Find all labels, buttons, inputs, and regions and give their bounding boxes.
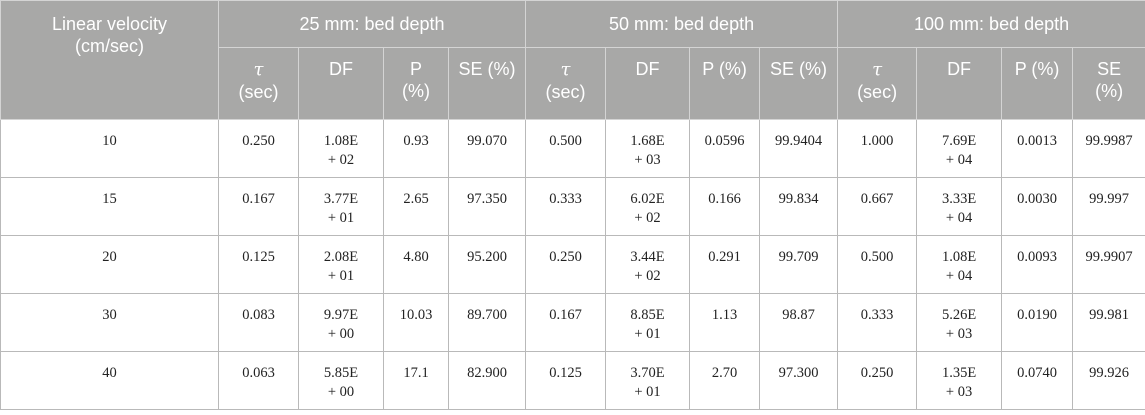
- cell-se-50: 99.709: [759, 235, 839, 294]
- group-header-25mm: 25 mm: bed depth: [217, 0, 527, 48]
- cell-p-50: 0.291: [689, 235, 761, 294]
- cell-linear-velocity: 30: [0, 293, 219, 352]
- cell-df-50: 6.02E + 02: [605, 177, 691, 236]
- cell-df-100: 7.69E + 04: [916, 119, 1003, 178]
- linear-velocity-label: Linear velocity: [51, 14, 168, 34]
- cell-p-100: 0.0013: [1001, 119, 1074, 178]
- linear-velocity-unit: (cm/sec): [75, 36, 144, 56]
- col-p-50: P (%): [689, 47, 761, 120]
- cell-se-100: 99.997: [1072, 177, 1145, 236]
- table-row: 40 0.063 5.85E + 00 17.1 82.900 0.125 3.70E + 01…: [0, 351, 1145, 410]
- cell-p-50: 0.0596: [689, 119, 761, 178]
- cell-df-25: 2.08E + 01: [298, 235, 384, 294]
- cell-tau-100: 0.333: [837, 293, 918, 352]
- cell-p-50: 2.70: [689, 351, 761, 410]
- cell-df-50: 1.68E + 03: [605, 119, 691, 178]
- cell-tau-50: 0.250: [525, 235, 607, 294]
- cell-df-50: 8.85E + 01: [605, 293, 691, 352]
- cell-df-100: 1.08E + 04: [916, 235, 1003, 294]
- table-row: 30 0.083 9.97E + 00 10.03 89.700 0.167 8.85E + 0…: [0, 293, 1145, 352]
- table-body: 10 0.250 1.08E + 02 0.93 99.070 0.500 1.68E + 03…: [0, 119, 1145, 410]
- cell-p-100: 0.0093: [1001, 235, 1074, 294]
- cell-linear-velocity: 20: [0, 235, 219, 294]
- cell-p-100: 0.0740: [1001, 351, 1074, 410]
- col-p-100: P (%): [1001, 47, 1074, 120]
- table-row: 10 0.250 1.08E + 02 0.93 99.070 0.500 1.68E + 03…: [0, 119, 1145, 178]
- header-row-columns: τ (sec) DF P (%) SE (%) τ (sec) DF P (%) SE…: [1, 47, 1145, 120]
- cell-tau-25: 0.167: [218, 177, 299, 236]
- cell-linear-velocity: 15: [0, 177, 219, 236]
- cell-se-25: 95.200: [447, 235, 527, 294]
- group-header-100mm: 100 mm: bed depth: [837, 0, 1145, 48]
- col-se-25: SE (%): [447, 47, 527, 120]
- col-tau-50: τ (sec): [525, 47, 607, 120]
- cell-p-25: 4.80: [383, 235, 449, 294]
- header-row-groups: Linear velocity (cm/sec) 25 mm: bed dept…: [0, 0, 1145, 120]
- col-df-25: DF: [298, 47, 384, 120]
- col-tau-100: τ (sec): [837, 47, 918, 120]
- cell-tau-100: 0.250: [837, 351, 918, 410]
- cell-p-100: 0.0030: [1001, 177, 1074, 236]
- col-p-25: P (%): [383, 47, 449, 120]
- cell-linear-velocity: 10: [0, 119, 219, 178]
- cell-df-25: 1.08E + 02: [298, 119, 384, 178]
- cell-p-25: 17.1: [383, 351, 449, 410]
- cell-se-100: 99.9907: [1072, 235, 1145, 294]
- cell-se-50: 98.87: [759, 293, 839, 352]
- group-header-50mm: 50 mm: bed depth: [525, 0, 839, 48]
- col-df-50: DF: [605, 47, 691, 120]
- cell-tau-25: 0.083: [218, 293, 299, 352]
- cell-se-25: 89.700: [447, 293, 527, 352]
- cell-tau-25: 0.063: [218, 351, 299, 410]
- cell-se-50: 97.300: [759, 351, 839, 410]
- cell-tau-50: 0.167: [525, 293, 607, 352]
- cell-df-25: 3.77E + 01: [298, 177, 384, 236]
- cell-tau-50: 0.333: [525, 177, 607, 236]
- col-tau-25: τ (sec): [218, 47, 299, 120]
- col-df-100: DF: [916, 47, 1003, 120]
- linear-velocity-header: Linear velocity (cm/sec): [0, 0, 219, 120]
- cell-p-50: 0.166: [689, 177, 761, 236]
- cell-se-25: 99.070: [447, 119, 527, 178]
- cell-se-100: 99.9987: [1072, 119, 1145, 178]
- table-row: 15 0.167 3.77E + 01 2.65 97.350 0.333 6.02E + 02…: [0, 177, 1145, 236]
- cell-df-25: 5.85E + 00: [298, 351, 384, 410]
- cell-tau-25: 0.250: [218, 119, 299, 178]
- cell-p-50: 1.13: [689, 293, 761, 352]
- col-se-50: SE (%): [759, 47, 839, 120]
- cell-df-100: 3.33E + 04: [916, 177, 1003, 236]
- cell-df-50: 3.70E + 01: [605, 351, 691, 410]
- cell-df-25: 9.97E + 00: [298, 293, 384, 352]
- cell-tau-50: 0.500: [525, 119, 607, 178]
- cell-tau-100: 0.500: [837, 235, 918, 294]
- cell-se-25: 97.350: [447, 177, 527, 236]
- cell-tau-100: 0.667: [837, 177, 918, 236]
- cell-se-100: 99.926: [1072, 351, 1145, 410]
- cell-df-100: 1.35E + 03: [916, 351, 1003, 410]
- cell-p-25: 2.65: [383, 177, 449, 236]
- cell-linear-velocity: 40: [0, 351, 219, 410]
- cell-se-50: 99.9404: [759, 119, 839, 178]
- cell-tau-25: 0.125: [218, 235, 299, 294]
- cell-p-25: 10.03: [383, 293, 449, 352]
- cell-df-100: 5.26E + 03: [916, 293, 1003, 352]
- cell-p-100: 0.0190: [1001, 293, 1074, 352]
- cell-df-50: 3.44E + 02: [605, 235, 691, 294]
- cell-tau-100: 1.000: [837, 119, 918, 178]
- table-row: 20 0.125 2.08E + 01 4.80 95.200 0.250 3.44E + 02…: [0, 235, 1145, 294]
- cell-p-25: 0.93: [383, 119, 449, 178]
- cell-se-100: 99.981: [1072, 293, 1145, 352]
- cell-se-25: 82.900: [447, 351, 527, 410]
- col-se-100: SE (%): [1072, 47, 1145, 120]
- cell-tau-50: 0.125: [525, 351, 607, 410]
- cell-se-50: 99.834: [759, 177, 839, 236]
